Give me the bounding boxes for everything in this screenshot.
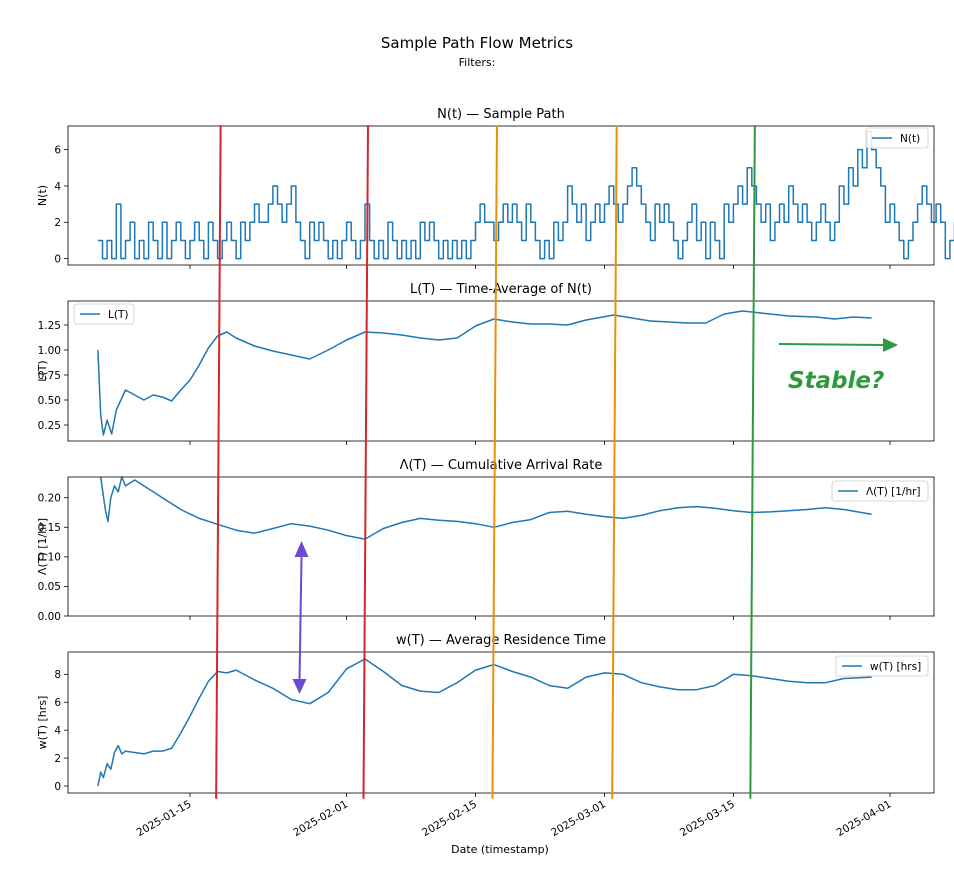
x-tick-label: 2025-02-15 <box>420 798 479 839</box>
y-tick-label-wt: 6 <box>54 697 61 709</box>
series-line-lt <box>97 310 872 436</box>
double-arrow-shaft <box>298 554 303 681</box>
y-tick-label-nt: 2 <box>54 217 61 229</box>
y-axis-label-nt: N(t) <box>36 185 49 206</box>
figure-title: Sample Path Flow Metrics <box>381 34 573 52</box>
stable-annotation: Stable? <box>788 368 884 394</box>
y-axis-label-at: Λ(T) [1/hr] <box>36 518 49 575</box>
green-marker-line <box>749 125 756 799</box>
figure-subtitle: Filters: <box>459 56 496 69</box>
x-tick-label: 2025-03-15 <box>678 798 737 839</box>
plot-frame-wt <box>67 651 935 794</box>
y-tick-label-nt: 6 <box>54 144 61 156</box>
y-tick-label-at: 0.10 <box>38 552 61 564</box>
x-tick-label: 2025-03-01 <box>549 798 608 839</box>
legend-box-nt <box>865 127 929 149</box>
y-tick-label-at: 0.05 <box>38 581 61 593</box>
x-tick-label: 2025-01-15 <box>135 798 194 839</box>
panel-title-lt: L(T) — Time-Average of N(t) <box>410 282 592 297</box>
y-tick-label-lt: 0.25 <box>38 420 61 432</box>
y-tick-label-wt: 0 <box>54 781 61 793</box>
y-tick-label-at: 0.15 <box>38 522 61 534</box>
double-arrow-head-down <box>292 679 307 694</box>
y-tick-label-at: 0.00 <box>38 611 61 623</box>
x-tick-label: 2025-02-01 <box>291 798 350 839</box>
panel-title-at: Λ(T) — Cumulative Arrival Rate <box>400 458 603 473</box>
legend-box-at <box>831 480 929 502</box>
y-tick-label-lt: 1.25 <box>38 320 61 332</box>
stable-arrow-shaft <box>778 343 886 346</box>
legend-label-wt: w(T) [hrs] <box>870 661 921 673</box>
y-tick-label-wt: 4 <box>54 725 61 737</box>
x-axis-label: Date (timestamp) <box>451 843 549 856</box>
legend-label-lt: L(T) <box>108 309 128 321</box>
legend-label-nt: N(t) <box>900 133 920 145</box>
y-tick-label-lt: 0.75 <box>38 370 61 382</box>
y-axis-label-lt: L(T) <box>36 360 49 381</box>
y-tick-label-wt: 2 <box>54 753 61 765</box>
red-marker-line <box>362 125 369 799</box>
series-line-nt <box>97 130 954 260</box>
legend-box-lt <box>73 303 135 325</box>
legend-box-wt <box>835 655 929 677</box>
y-tick-label-lt: 0.50 <box>38 395 61 407</box>
panel-title-wt: w(T) — Average Residence Time <box>396 633 606 648</box>
panel-title-nt: N(t) — Sample Path <box>437 107 565 122</box>
legend-at: Λ(T) [1/hr] <box>831 480 929 502</box>
y-tick-label-lt: 1.00 <box>38 345 61 357</box>
legend-nt: N(t) <box>865 127 929 149</box>
legend-wt: w(T) [hrs] <box>835 655 929 677</box>
stable-arrow-head <box>883 338 898 352</box>
plot-frame-at <box>67 476 935 617</box>
panel-wt: w(T) — Average Residence Time w(T) [hrs] 0… <box>36 633 935 797</box>
y-tick-label-wt: 8 <box>54 669 61 681</box>
series-line-wt <box>97 658 872 787</box>
orange-marker-line <box>491 125 498 799</box>
plot-frame-lt <box>67 300 935 442</box>
red-marker-line <box>215 125 222 799</box>
y-axis-label-wt: w(T) [hrs] <box>36 696 49 750</box>
double-arrow-head-up <box>294 541 309 557</box>
y-tick-label-nt: 4 <box>54 181 61 193</box>
orange-marker-line <box>611 125 618 799</box>
series-line-at <box>99 476 872 540</box>
legend-lt: L(T) <box>73 303 135 325</box>
x-tick-label: 2025-04-01 <box>835 798 894 839</box>
panel-nt: N(t) — Sample Path N(t) 0 2 4 6 N(t) <box>36 107 954 269</box>
plot-frame-nt <box>67 125 935 266</box>
panel-lt: L(T) — Time-Average of N(t) L(T) 0.25 0.50 0… <box>36 282 935 445</box>
y-tick-label-at: 0.20 <box>38 493 61 505</box>
legend-label-at: Λ(T) [1/hr] <box>866 486 921 498</box>
panel-at: Λ(T) — Cumulative Arrival Rate Λ(T) [1/hr… <box>36 458 935 623</box>
y-tick-label-nt: 0 <box>54 253 61 265</box>
